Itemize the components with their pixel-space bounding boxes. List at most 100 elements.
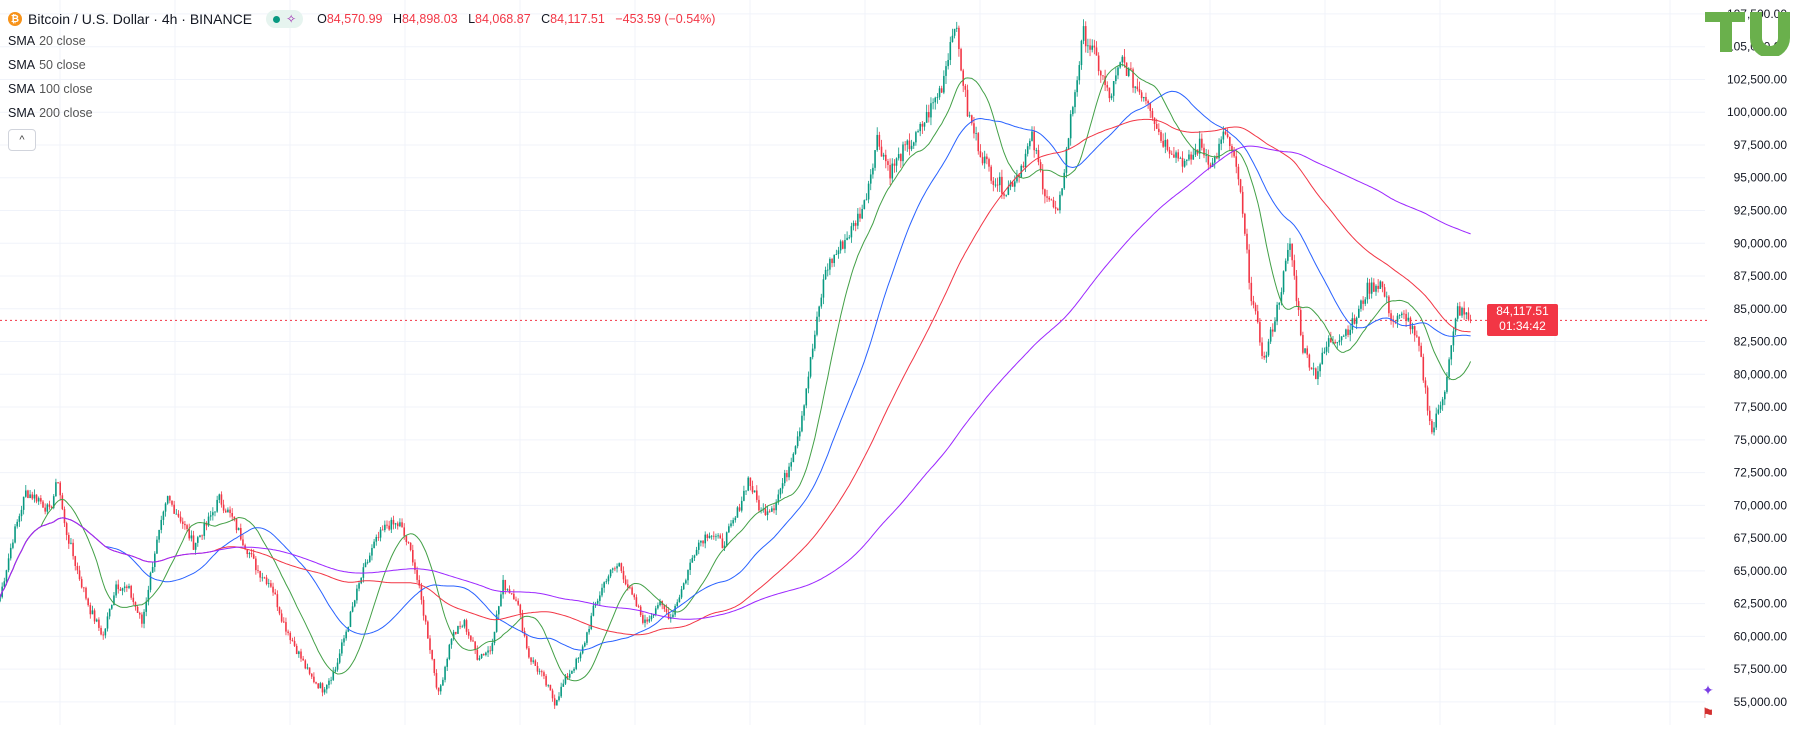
- candle-body: [1041, 170, 1044, 190]
- indicator-sma20[interactable]: SMA 20 close: [8, 34, 86, 48]
- candle-body: [414, 562, 416, 571]
- candle-body: [37, 498, 40, 502]
- candle-body: [930, 103, 932, 118]
- candle-body: [80, 579, 83, 588]
- candle-body: [906, 140, 909, 145]
- candle-body: [725, 532, 728, 546]
- candle-body: [809, 357, 812, 377]
- candle-body: [988, 159, 990, 167]
- candle-body: [571, 670, 573, 674]
- candle-body: [3, 581, 6, 587]
- candle-body: [678, 597, 681, 603]
- market-status-pill[interactable]: ✧: [266, 10, 304, 28]
- candle-body: [863, 200, 866, 209]
- candle-body: [40, 498, 42, 502]
- candle-body: [846, 237, 848, 241]
- candle-body: [515, 599, 517, 601]
- close-value: 84,117.51: [550, 12, 605, 26]
- candle-body: [1205, 155, 1207, 156]
- candle-body: [209, 515, 212, 517]
- candle-body: [951, 35, 954, 42]
- candle-body: [1078, 65, 1081, 81]
- candle-body: [833, 254, 835, 264]
- candle-body: [1409, 317, 1412, 330]
- candle-body: [259, 570, 261, 578]
- candle-body: [1035, 150, 1038, 151]
- magic-wand-icon[interactable]: ✦: [1702, 681, 1714, 698]
- candle-body: [1147, 100, 1149, 104]
- candle-body: [1201, 138, 1203, 148]
- indicator-sma50[interactable]: SMA 50 close: [8, 58, 86, 72]
- candle-body: [1388, 296, 1390, 314]
- candle-body: [1231, 146, 1233, 151]
- candle-body: [564, 675, 567, 684]
- candle-body: [435, 672, 438, 688]
- candle-body: [1368, 282, 1371, 294]
- indicator-sma100[interactable]: SMA 100 close: [8, 82, 93, 96]
- candle-body: [710, 535, 713, 537]
- open-value: 84,570.99: [326, 12, 383, 26]
- candle-body: [463, 620, 466, 627]
- close-label: C: [541, 12, 551, 26]
- candle-body: [179, 516, 182, 522]
- candle-body: [128, 585, 130, 588]
- candle-body: [1209, 164, 1212, 168]
- candle-body: [547, 684, 550, 686]
- candle-body: [1338, 340, 1341, 343]
- candle-body: [117, 584, 120, 590]
- candle-body: [654, 608, 657, 615]
- candle-body: [1121, 56, 1124, 63]
- candle-body: [1248, 249, 1250, 283]
- candle-body: [508, 589, 511, 594]
- candle-body: [1469, 319, 1472, 321]
- candle-body: [478, 658, 481, 660]
- candle-body: [689, 562, 691, 570]
- candle-body: [233, 516, 236, 519]
- candle-body: [979, 151, 982, 158]
- candle-body: [98, 619, 100, 628]
- candle-body: [61, 495, 64, 510]
- candle-body: [1416, 335, 1418, 337]
- candle-body: [184, 523, 186, 526]
- candle-body: [369, 555, 371, 562]
- candle-body: [1452, 331, 1455, 346]
- candle-body: [1046, 196, 1048, 198]
- indicator-sma200[interactable]: SMA 200 close: [8, 106, 93, 120]
- sma50-line: [0, 90, 1471, 651]
- candle-body: [1211, 162, 1214, 168]
- candle-body: [220, 494, 223, 505]
- candle-body: [1229, 137, 1231, 147]
- candle-body: [1054, 207, 1057, 209]
- candle-body: [461, 626, 464, 628]
- candle-body: [156, 539, 158, 554]
- candle-body: [1175, 152, 1177, 158]
- candle-body: [113, 595, 115, 606]
- candle-body: [1031, 131, 1033, 141]
- candle-body: [104, 628, 107, 636]
- candle-body: [1351, 318, 1354, 330]
- candle-body: [1143, 96, 1145, 99]
- y-tick-label: 102,500.00: [1727, 72, 1787, 86]
- candle-body: [1158, 128, 1160, 133]
- candle-body: [1334, 342, 1336, 344]
- candle-body: [753, 490, 756, 493]
- candle-body: [1074, 92, 1076, 108]
- sma100-line: [0, 118, 1471, 636]
- y-tick-label: 95,000.00: [1734, 171, 1788, 185]
- candle-body: [1441, 399, 1444, 406]
- candle-body: [164, 503, 167, 512]
- candle-body: [7, 558, 10, 571]
- collapse-legend-button[interactable]: ^: [8, 129, 36, 151]
- candle-body: [558, 696, 560, 701]
- candle-body: [1203, 147, 1205, 156]
- candle-body: [1226, 134, 1229, 138]
- us-flag-icon[interactable]: ⚑: [1701, 704, 1715, 721]
- candle-body: [962, 70, 964, 86]
- symbol-title[interactable]: Bitcoin / U.S. Dollar · 4h · BINANCE: [28, 11, 253, 27]
- candle-body: [502, 579, 504, 595]
- candle-body: [1321, 352, 1324, 365]
- share-icon[interactable]: ✧: [286, 12, 297, 26]
- candle-body: [203, 523, 206, 536]
